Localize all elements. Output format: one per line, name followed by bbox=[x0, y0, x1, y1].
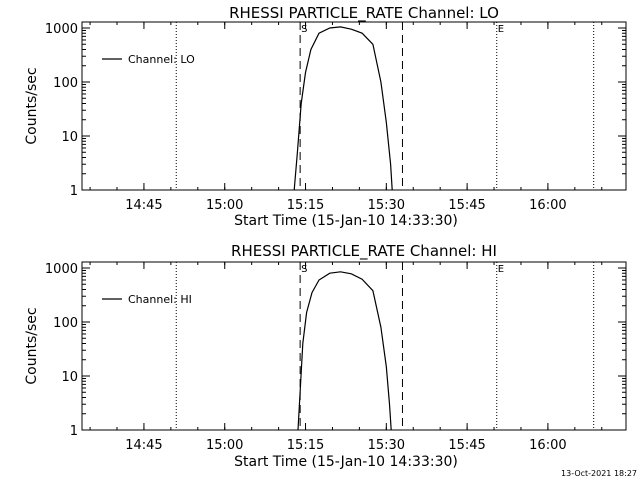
panel2-x-tick-label: 14:45 bbox=[125, 438, 162, 453]
panel1-y-tick-label: 100 bbox=[53, 76, 78, 91]
panel2-x-tick-label: 15:45 bbox=[448, 438, 485, 453]
panel1-legend-label: Channel: LO bbox=[128, 53, 195, 66]
panel2-chart-title: RHESSI PARTICLE_RATE Channel: HI bbox=[231, 242, 497, 261]
panel2-plot-frame bbox=[81, 261, 627, 431]
panel2-y-tick-label: 1 bbox=[70, 424, 78, 439]
panel1-y-tick-label: 1000 bbox=[45, 22, 78, 37]
panel1-x-tick-label: 16:00 bbox=[529, 198, 566, 213]
panel2-y-tick-label: 100 bbox=[53, 316, 78, 331]
panel1-x-tick-label: 15:15 bbox=[287, 198, 324, 213]
panel2-legend-label: Channel: HI bbox=[128, 293, 192, 306]
panel2-x-tick-label: 15:15 bbox=[287, 438, 324, 453]
panel1-x-tick-label: 15:00 bbox=[206, 198, 243, 213]
panel2-y-axis-label: Counts/sec bbox=[24, 307, 40, 384]
panel1-x-tick-label: 14:45 bbox=[125, 198, 162, 213]
panel1-x-axis-label: Start Time (15-Jan-10 14:33:30) bbox=[234, 213, 458, 229]
panel2-x-axis-label: Start Time (15-Jan-10 14:33:30) bbox=[234, 454, 458, 470]
footer-timestamp: 13-Oct-2021 18:27 bbox=[561, 469, 637, 478]
panel2-x-tick-label: 15:00 bbox=[206, 438, 243, 453]
panel1-marker-e: E bbox=[498, 24, 504, 35]
panel2-marker-e: E bbox=[498, 264, 504, 275]
panel2-series-line bbox=[297, 271, 392, 431]
panel1-x-tick-label: 15:45 bbox=[448, 198, 485, 213]
panel1-y-tick-label: 1 bbox=[70, 184, 78, 199]
panel1-chart-title: RHESSI PARTICLE_RATE Channel: LO bbox=[229, 4, 499, 23]
panel1-x-tick-label: 15:30 bbox=[368, 198, 405, 213]
panel1-plot-frame bbox=[81, 21, 627, 191]
panel2-y-tick-label: 10 bbox=[61, 370, 78, 385]
panel2-marker-s: S bbox=[301, 264, 307, 275]
panel1-y-axis-label: Counts/sec bbox=[24, 67, 40, 144]
panel2-y-tick-label: 1000 bbox=[45, 262, 78, 277]
panel1-series-line bbox=[293, 26, 393, 191]
panel2-x-tick-label: 16:00 bbox=[529, 438, 566, 453]
panel1-y-tick-label: 10 bbox=[61, 130, 78, 145]
panel2-x-tick-label: 15:30 bbox=[368, 438, 405, 453]
panel1-marker-s: S bbox=[301, 24, 307, 35]
